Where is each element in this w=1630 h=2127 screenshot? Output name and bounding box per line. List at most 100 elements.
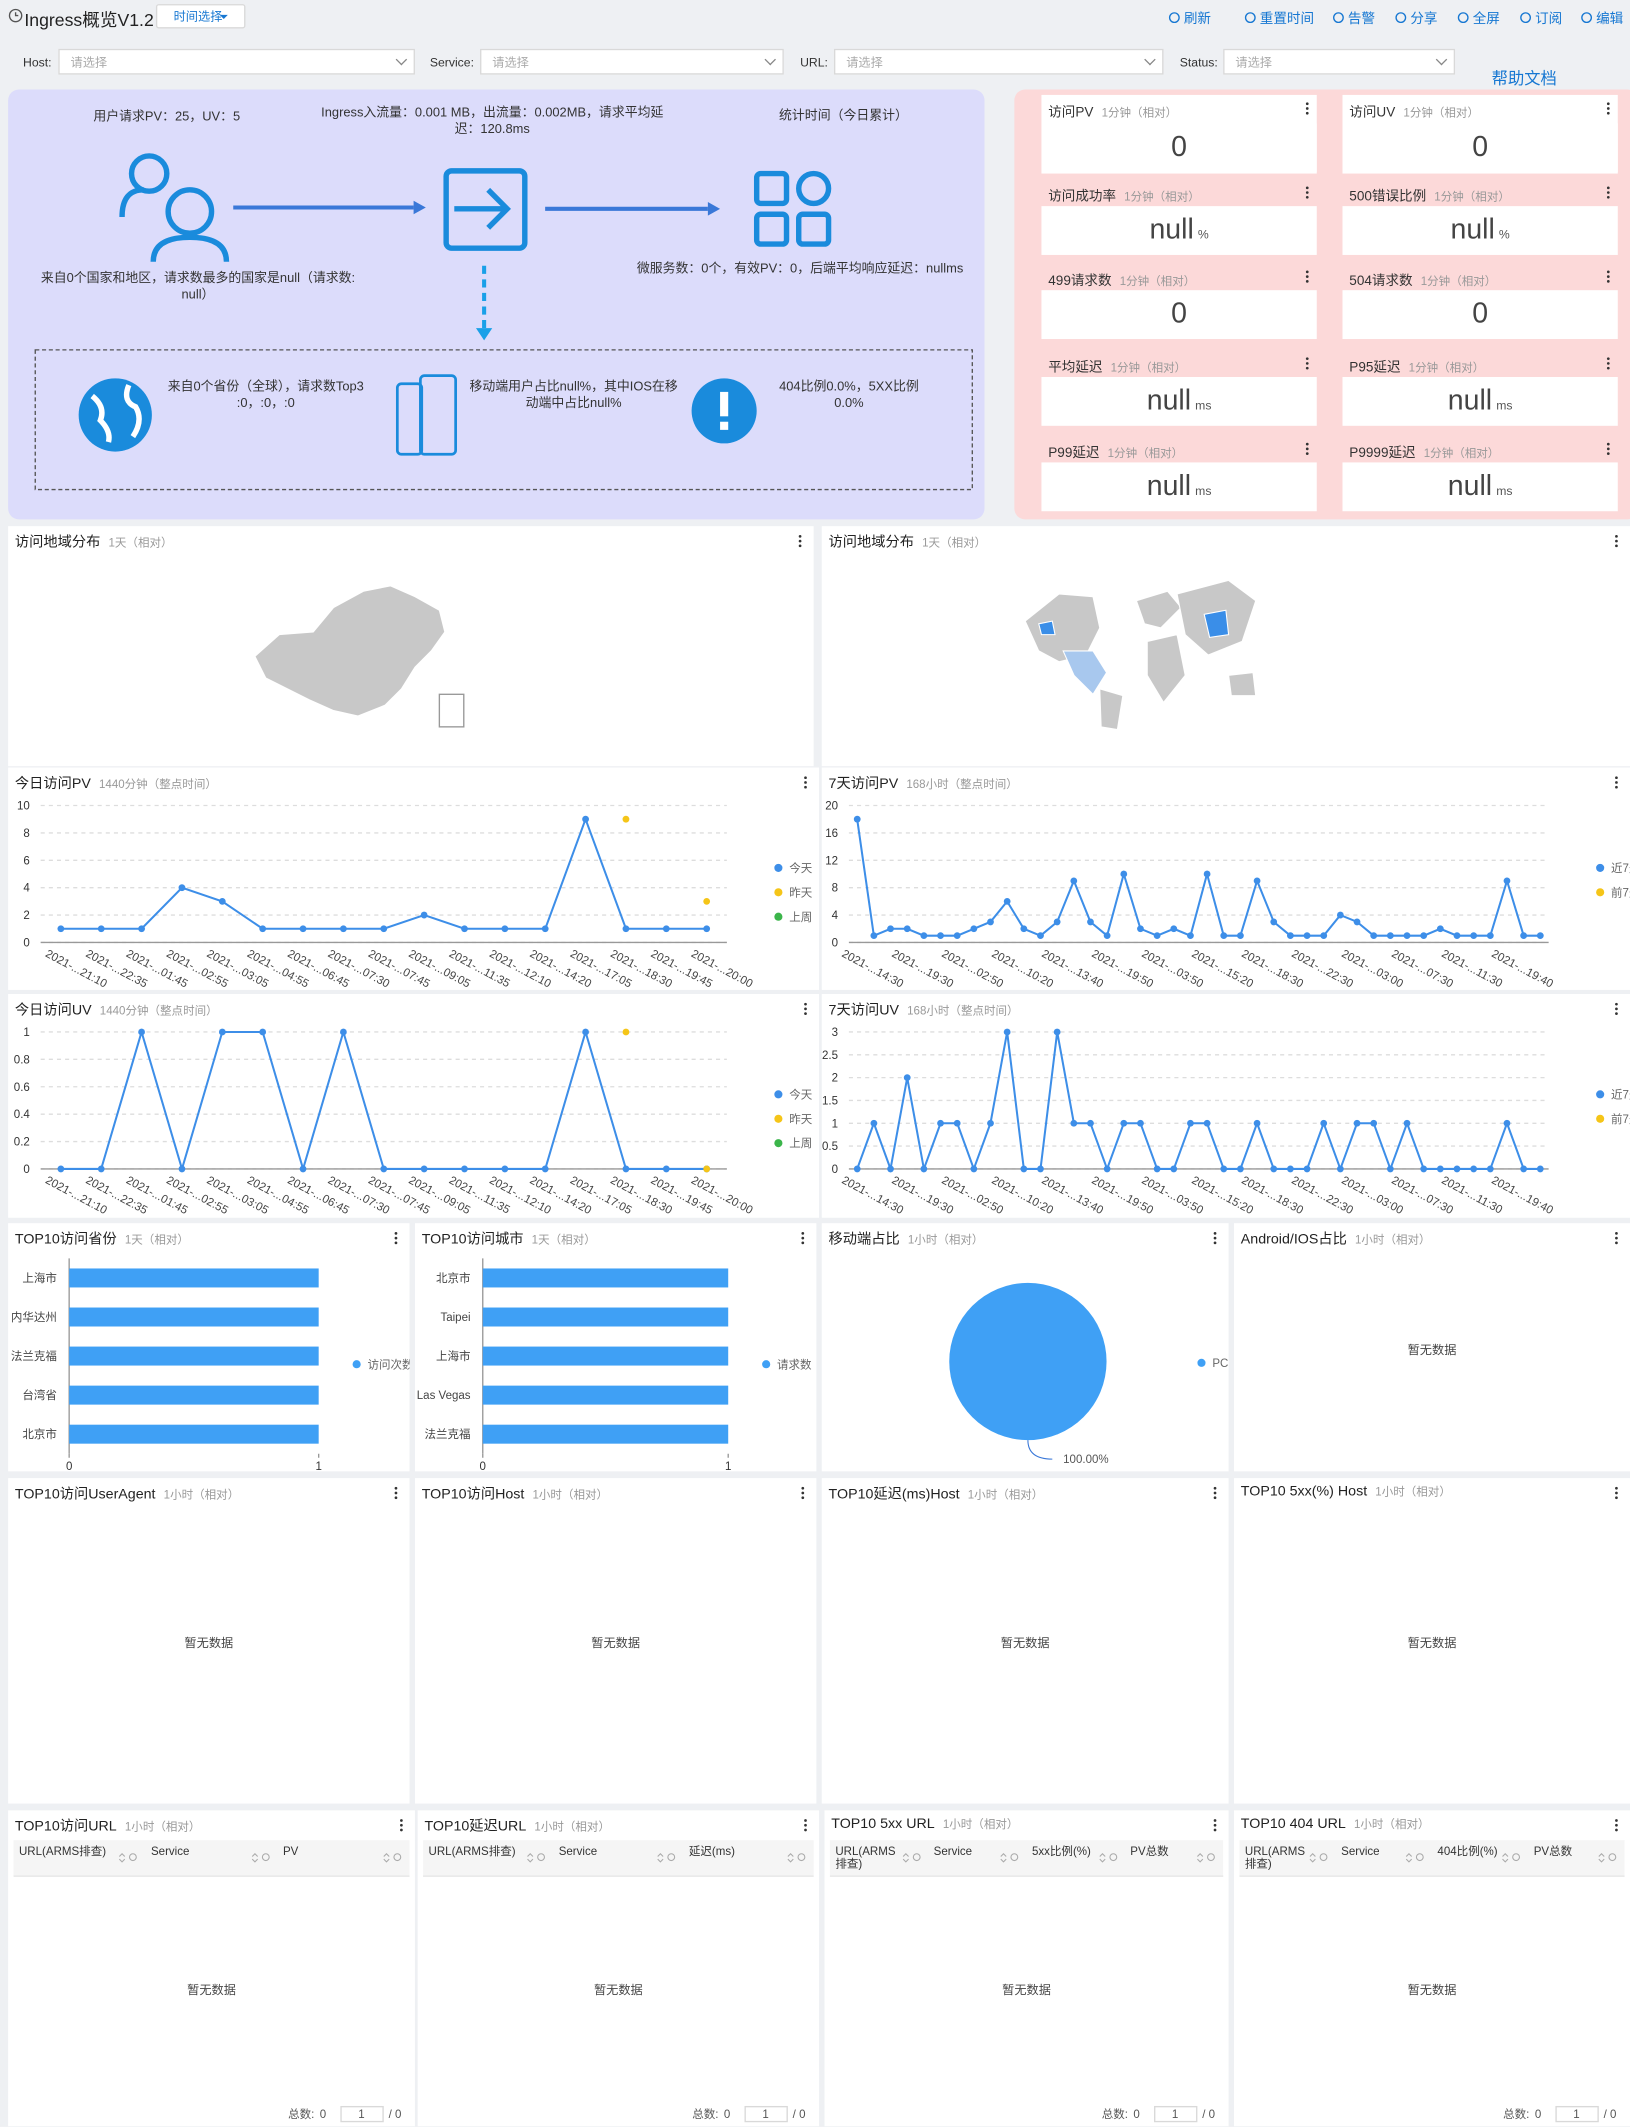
panel-title-text: 访问地域分布 bbox=[14, 534, 101, 551]
kebab-icon[interactable] bbox=[1305, 186, 1310, 200]
sort-filter-icon[interactable] bbox=[1098, 1852, 1120, 1863]
icon-shape bbox=[1197, 1852, 1204, 1863]
page-count: / 0 bbox=[1202, 2107, 1216, 2121]
icon-shape bbox=[1581, 12, 1593, 24]
header-action[interactable]: 全屏 bbox=[1456, 7, 1500, 27]
y-tick-label: 0.4 bbox=[14, 1109, 31, 1121]
kebab-icon[interactable] bbox=[1212, 1818, 1217, 1832]
kebab-icon[interactable] bbox=[1614, 1818, 1619, 1832]
kebab-icon[interactable] bbox=[800, 1231, 805, 1245]
data-point bbox=[1386, 932, 1394, 940]
dot bbox=[801, 1236, 805, 1240]
legend-label: 上周 bbox=[789, 911, 812, 924]
sort-filter-icon[interactable] bbox=[1501, 1852, 1523, 1863]
kebab-icon[interactable] bbox=[803, 1002, 808, 1016]
kebab-icon[interactable] bbox=[1606, 102, 1611, 116]
data-point bbox=[97, 925, 105, 933]
panel-title: TOP10访问Host 1小时（相对） bbox=[422, 1484, 608, 1504]
icon-shape bbox=[1309, 1852, 1316, 1863]
filter-select[interactable]: 请选择 bbox=[833, 48, 1164, 75]
kebab-icon[interactable] bbox=[797, 534, 802, 548]
filter-label: Status: bbox=[1179, 55, 1218, 70]
sort-filter-icon[interactable] bbox=[526, 1852, 548, 1863]
kebab-icon[interactable] bbox=[800, 1486, 805, 1500]
header-action[interactable]: 重置时间 bbox=[1244, 7, 1314, 27]
page-input[interactable]: 1 bbox=[743, 2105, 788, 2123]
kebab-icon[interactable] bbox=[393, 1231, 398, 1245]
panel: TOP10访问UserAgent 1小时（相对） 暂无数据 bbox=[8, 1478, 410, 1804]
dot bbox=[1615, 544, 1618, 548]
kebab-icon[interactable] bbox=[399, 1818, 404, 1832]
data-point bbox=[1187, 1119, 1194, 1127]
time-select-label: 时间选择 bbox=[173, 9, 223, 24]
filter-select[interactable]: 请选择 bbox=[1223, 48, 1456, 75]
sort-filter-icon[interactable] bbox=[118, 1852, 140, 1863]
kebab-icon[interactable] bbox=[1305, 357, 1310, 371]
sort-filter-icon[interactable] bbox=[1405, 1852, 1427, 1863]
kebab-icon[interactable] bbox=[1606, 186, 1611, 200]
header-action[interactable]: 订阅 bbox=[1519, 7, 1562, 27]
clock-icon bbox=[8, 8, 23, 23]
dot bbox=[1615, 1828, 1618, 1832]
kebab-icon[interactable] bbox=[803, 1818, 808, 1832]
kebab-icon[interactable] bbox=[1614, 534, 1619, 548]
data-point bbox=[420, 1165, 428, 1173]
panel: TOP10访问Host 1小时（相对） 暂无数据 bbox=[414, 1478, 817, 1804]
kebab-icon[interactable] bbox=[1614, 776, 1619, 790]
data-point bbox=[218, 897, 226, 905]
dot bbox=[804, 1012, 807, 1016]
dot bbox=[1305, 280, 1309, 283]
sort-filter-icon[interactable] bbox=[999, 1852, 1021, 1863]
kebab-icon[interactable] bbox=[1614, 1002, 1619, 1016]
kebab-icon[interactable] bbox=[1606, 357, 1611, 371]
kebab-icon[interactable] bbox=[1212, 1231, 1217, 1245]
total-value: 0 bbox=[319, 2107, 327, 2121]
kebab-icon[interactable] bbox=[1305, 442, 1310, 456]
kebab-icon[interactable] bbox=[1305, 102, 1310, 116]
page-input[interactable]: 1 bbox=[1554, 2105, 1599, 2123]
metric-subtitle: 1分钟（相对） bbox=[1420, 273, 1497, 288]
icon-shape bbox=[119, 1852, 126, 1863]
line-chart: 00.511.522.532021-...14:302021-...19:302… bbox=[822, 1027, 1630, 1217]
header-action[interactable]: 告警 bbox=[1332, 7, 1375, 27]
legend-marker bbox=[774, 912, 783, 921]
header-action[interactable]: 编辑 bbox=[1580, 7, 1623, 27]
kebab-icon[interactable] bbox=[1614, 1231, 1619, 1245]
icon-shape bbox=[129, 1853, 138, 1862]
kebab-icon[interactable] bbox=[1606, 270, 1611, 284]
action-label: 订阅 bbox=[1535, 12, 1563, 28]
dot bbox=[394, 1496, 398, 1500]
filter-select[interactable]: 请选择 bbox=[480, 48, 784, 75]
action-label: 分享 bbox=[1410, 12, 1438, 28]
metric-title-text: 504请求数 bbox=[1349, 273, 1413, 289]
filter-select[interactable]: 请选择 bbox=[58, 48, 415, 75]
sort-filter-icon[interactable] bbox=[1196, 1852, 1218, 1863]
map-region bbox=[1135, 590, 1182, 629]
sort-filter-icon[interactable] bbox=[901, 1852, 923, 1863]
header-action[interactable]: 刷新 bbox=[1168, 7, 1211, 27]
kebab-icon[interactable] bbox=[393, 1486, 398, 1500]
data-point bbox=[1087, 1119, 1094, 1127]
kebab-icon[interactable] bbox=[1212, 1486, 1217, 1500]
data-point bbox=[1503, 1119, 1511, 1127]
page-input[interactable]: 1 bbox=[339, 2105, 384, 2123]
sort-filter-icon[interactable] bbox=[382, 1852, 404, 1863]
sort-filter-icon[interactable] bbox=[1309, 1852, 1331, 1863]
dot bbox=[1606, 442, 1610, 446]
sort-filter-icon[interactable] bbox=[656, 1852, 678, 1863]
sort-filter-icon[interactable] bbox=[1597, 1852, 1619, 1863]
icon-shape bbox=[261, 1853, 270, 1862]
sort-filter-icon[interactable] bbox=[250, 1852, 272, 1863]
kebab-icon[interactable] bbox=[803, 776, 808, 790]
help-link[interactable]: 帮助文档 bbox=[1491, 69, 1557, 89]
kebab-icon[interactable] bbox=[1606, 442, 1611, 456]
page-input[interactable]: 1 bbox=[1153, 2105, 1197, 2123]
header-action[interactable]: 分享 bbox=[1394, 7, 1437, 27]
y-tick-label: 0 bbox=[23, 1164, 29, 1176]
legend-label: PC bbox=[1212, 1358, 1228, 1370]
time-select-button[interactable]: 时间选择 bbox=[155, 4, 246, 29]
kebab-icon[interactable] bbox=[1614, 1486, 1619, 1500]
kebab-icon[interactable] bbox=[1305, 270, 1310, 284]
pagination: 总数: 0 1 / 0 bbox=[1102, 2105, 1216, 2123]
sort-filter-icon[interactable] bbox=[787, 1852, 809, 1863]
